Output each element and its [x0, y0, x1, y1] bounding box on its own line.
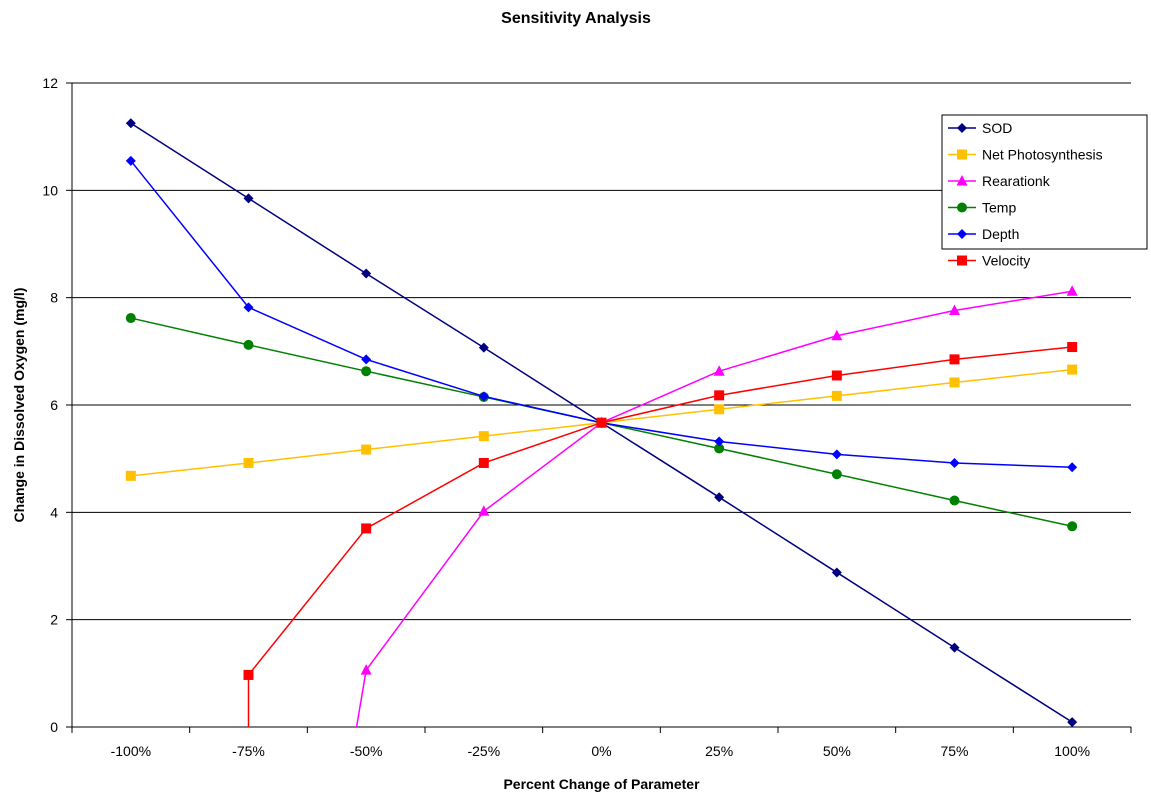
data-point [243, 302, 254, 313]
data-point [478, 457, 489, 468]
legend-swatch-marker [957, 149, 967, 160]
legend-label: Temp [982, 200, 1016, 216]
series-velocity [243, 342, 1078, 727]
data-point [361, 444, 372, 455]
legend-box [941, 114, 1148, 250]
data-point [714, 436, 725, 447]
legend-swatch-marker [956, 175, 968, 186]
y-tick-label: 0 [50, 719, 58, 735]
legend-item: Temp [948, 200, 1016, 216]
data-point [1067, 342, 1078, 353]
plot-area: 0 2 4 6 8 10 12 -100% -75% -50% -25% 0% 25% 50% 75% 100… [42, 75, 1132, 759]
data-point [1067, 521, 1078, 532]
data-point [831, 390, 842, 401]
legend-item: Net Photosynthesis [948, 147, 1103, 163]
y-axis-title: Change in Dissolved Oxygen (mg/l) [11, 288, 27, 523]
data-point [949, 354, 960, 365]
x-tick-label: 100% [1054, 743, 1090, 759]
x-tick-label: -25% [467, 743, 500, 759]
data-point [831, 370, 842, 381]
legend-label: Velocity [982, 253, 1030, 269]
y-tick-label: 2 [50, 612, 58, 628]
data-point [478, 391, 489, 402]
y-tick-label: 4 [50, 504, 58, 520]
data-point [125, 470, 136, 481]
data-point [949, 457, 960, 468]
chart-title: Sensitivity Analysis [501, 10, 651, 27]
x-tick-label: 75% [940, 743, 968, 759]
x-axis-title: Percent Change of Parameter [503, 776, 700, 792]
legend-item: SOD [948, 120, 1012, 136]
data-point [125, 313, 136, 324]
data-point [949, 304, 960, 316]
y-tick-label: 8 [50, 290, 58, 306]
legend-item: Depth [948, 226, 1019, 242]
legend-swatch-marker [957, 202, 967, 213]
data-point [125, 155, 136, 166]
legend-label: Net Photosynthesis [982, 147, 1103, 163]
data-point [949, 642, 960, 653]
legend-swatch-marker [957, 123, 967, 133]
data-point [361, 523, 372, 534]
data-point [243, 669, 254, 680]
x-tick-label: -50% [350, 743, 383, 759]
x-tick-label: 50% [823, 743, 851, 759]
data-point [243, 339, 254, 350]
y-tick-label: 12 [42, 75, 58, 91]
legend-item: Velocity [948, 253, 1030, 269]
legend-swatch-marker [957, 229, 967, 239]
data-point [1066, 285, 1078, 296]
data-point [714, 404, 725, 415]
data-point [478, 342, 489, 353]
legend-label: Depth [982, 226, 1019, 242]
data-point [831, 469, 842, 480]
data-point [831, 329, 843, 341]
data-point [714, 443, 725, 454]
data-point [361, 268, 372, 279]
data-point [243, 193, 254, 204]
data-point [831, 449, 842, 460]
data-point [361, 366, 372, 377]
data-point [713, 365, 725, 376]
data-point [949, 495, 960, 506]
data-point [1067, 717, 1078, 727]
data-point [360, 664, 372, 675]
data-point [478, 431, 489, 442]
legend-label: SOD [982, 120, 1012, 136]
legend-label: Rearationk [982, 173, 1051, 189]
data-point [478, 505, 490, 516]
x-tick-label: -75% [232, 743, 265, 759]
data-point [1067, 364, 1078, 375]
data-point [831, 567, 842, 578]
legend-swatch-marker [957, 255, 967, 266]
data-point [1067, 462, 1078, 473]
y-tick-label: 6 [50, 397, 58, 413]
data-point [714, 390, 725, 401]
data-point [361, 354, 372, 365]
legend: SOD Net Photosynthesis Rearationk Temp Depth… [941, 114, 1148, 269]
x-tick-label: 25% [705, 743, 733, 759]
x-tick-label: 0% [591, 743, 611, 759]
y-tick-label: 10 [42, 182, 58, 198]
data-point [714, 492, 725, 503]
data-point [125, 118, 136, 129]
data-point [596, 417, 607, 428]
legend-item: Rearationk [948, 173, 1051, 189]
data-point [949, 377, 960, 388]
series-line [355, 290, 1073, 727]
series-line [247, 346, 1073, 727]
data-point [243, 457, 254, 468]
series-rearationk [355, 285, 1078, 727]
x-tick-label: -100% [111, 743, 151, 759]
